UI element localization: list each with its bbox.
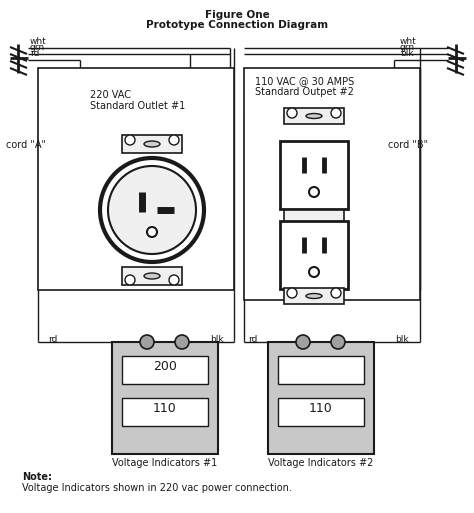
Circle shape: [125, 275, 135, 285]
Text: Standard Outpet #2: Standard Outpet #2: [255, 87, 354, 97]
Circle shape: [169, 135, 179, 145]
Text: wht: wht: [30, 37, 47, 46]
Text: wht: wht: [400, 37, 417, 46]
Circle shape: [331, 335, 345, 349]
Circle shape: [125, 135, 135, 145]
Text: Voltage Indicators #1: Voltage Indicators #1: [112, 458, 218, 468]
Bar: [284, 288, 344, 304]
Bar: [278, 398, 364, 426]
Bar: [268, 342, 374, 454]
Circle shape: [108, 166, 196, 254]
Text: 220 VAC: 220 VAC: [90, 90, 131, 100]
Bar: [122, 135, 182, 153]
Text: cord "A": cord "A": [6, 140, 46, 150]
Circle shape: [296, 335, 310, 349]
Text: 110: 110: [153, 402, 177, 415]
Circle shape: [147, 227, 157, 237]
Ellipse shape: [144, 273, 160, 279]
Circle shape: [331, 288, 341, 298]
Text: 110: 110: [309, 402, 333, 415]
Circle shape: [287, 108, 297, 118]
Circle shape: [175, 335, 189, 349]
Bar: [284, 108, 344, 124]
Text: rd: rd: [248, 335, 257, 344]
Circle shape: [140, 335, 154, 349]
Circle shape: [287, 288, 297, 298]
Ellipse shape: [144, 141, 160, 147]
Text: Prototype Connection Diagram: Prototype Connection Diagram: [146, 20, 328, 30]
Text: Voltage Indicators #2: Voltage Indicators #2: [268, 458, 374, 468]
Bar: [244, 68, 420, 300]
Text: grn: grn: [30, 43, 45, 52]
Text: blk: blk: [400, 49, 414, 58]
Text: blk: blk: [210, 335, 224, 344]
Ellipse shape: [306, 293, 322, 299]
Bar: [280, 141, 348, 209]
Text: Note:: Note:: [22, 472, 52, 482]
Text: Voltage Indicators shown in 220 vac power connection.: Voltage Indicators shown in 220 vac powe…: [22, 483, 292, 493]
Bar: [122, 398, 208, 426]
Bar: [38, 68, 234, 290]
Text: grn: grn: [400, 43, 415, 52]
Bar: [112, 342, 218, 454]
Circle shape: [100, 158, 204, 262]
Text: rd: rd: [48, 335, 57, 344]
Bar: [278, 356, 364, 384]
Text: cord "B": cord "B": [388, 140, 428, 150]
Bar: [280, 221, 348, 289]
Circle shape: [169, 275, 179, 285]
Circle shape: [309, 267, 319, 277]
Ellipse shape: [306, 113, 322, 119]
Circle shape: [331, 108, 341, 118]
Bar: [122, 356, 208, 384]
Text: Figure One: Figure One: [205, 10, 269, 20]
Text: Standard Outlet #1: Standard Outlet #1: [90, 101, 185, 111]
Circle shape: [309, 187, 319, 197]
Bar: [122, 267, 182, 285]
Text: 200: 200: [153, 360, 177, 373]
Text: 110 VAC @ 30 AMPS: 110 VAC @ 30 AMPS: [255, 76, 354, 86]
Text: blk: blk: [395, 335, 409, 344]
Text: rd: rd: [30, 49, 39, 58]
Bar: [284, 210, 344, 226]
